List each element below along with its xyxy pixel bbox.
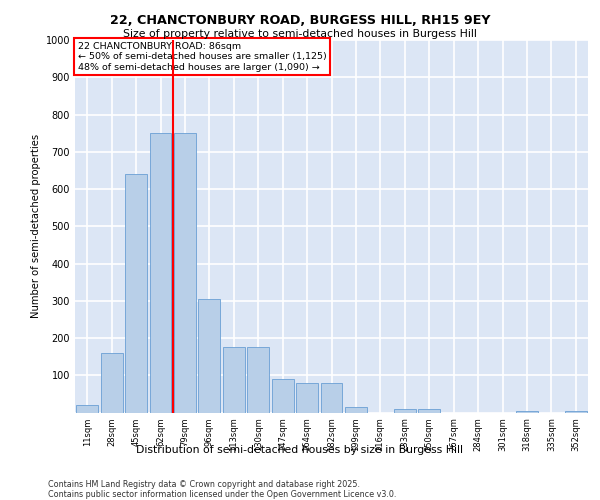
Text: 22 CHANCTONBURY ROAD: 86sqm
← 50% of semi-detached houses are smaller (1,125)
48: 22 CHANCTONBURY ROAD: 86sqm ← 50% of sem… (77, 42, 326, 72)
Bar (199, 299, 220, 412)
Bar (174, 133, 196, 412)
Bar (296, 382, 318, 412)
Bar (247, 348, 269, 412)
Bar (394, 409, 416, 412)
Bar (101, 353, 122, 412)
Bar (516, 410, 538, 412)
Bar (76, 405, 98, 412)
Text: Size of property relative to semi-detached houses in Burgess Hill: Size of property relative to semi-detach… (123, 29, 477, 39)
Bar (418, 409, 440, 412)
Text: Distribution of semi-detached houses by size in Burgess Hill: Distribution of semi-detached houses by … (137, 445, 464, 455)
Bar (320, 382, 343, 412)
Y-axis label: Number of semi-detached properties: Number of semi-detached properties (31, 134, 41, 318)
Text: 22, CHANCTONBURY ROAD, BURGESS HILL, RH15 9EY: 22, CHANCTONBURY ROAD, BURGESS HILL, RH1… (110, 14, 490, 27)
Bar (125, 174, 147, 412)
Bar (149, 133, 172, 412)
Text: Contains HM Land Registry data © Crown copyright and database right 2025.
Contai: Contains HM Land Registry data © Crown c… (48, 480, 397, 499)
Bar (345, 407, 367, 412)
Bar (272, 379, 293, 412)
Bar (223, 348, 245, 412)
Bar (565, 410, 587, 412)
